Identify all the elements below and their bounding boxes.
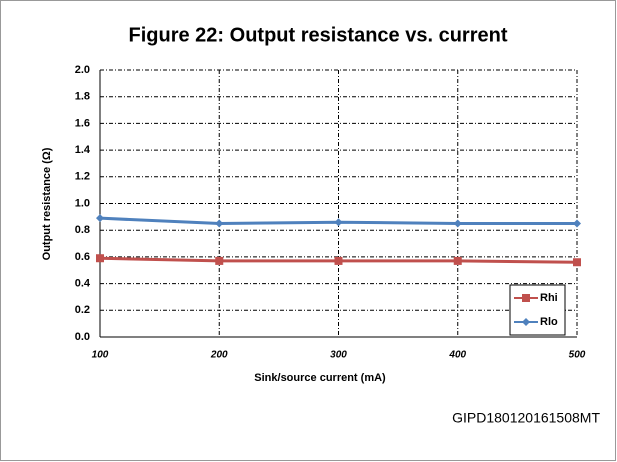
marker <box>215 219 224 228</box>
marker <box>334 256 343 265</box>
marker <box>96 214 104 223</box>
y-tick-label: 1.4 <box>75 144 91 156</box>
x-tick-label: 200 <box>210 350 228 361</box>
x-tick-label: 100 <box>92 350 109 361</box>
y-tick-label: 0.8 <box>75 224 90 236</box>
legend-marker <box>522 294 530 302</box>
x-tick-label: 300 <box>330 350 347 361</box>
marker <box>453 256 462 265</box>
marker <box>334 218 343 227</box>
y-tick-label: 1.6 <box>75 117 90 129</box>
marker <box>453 219 462 228</box>
y-tick-label: 1.2 <box>75 171 90 183</box>
marker <box>573 219 581 228</box>
legend-box <box>509 284 566 336</box>
y-tick-label: 1.0 <box>75 197 90 209</box>
y-axis-label: Output resistance (Ω) <box>41 147 53 260</box>
x-axis-label: Sink/source current (mA) <box>254 372 386 384</box>
chart-title: Figure 22: Output resistance vs. current <box>129 24 508 46</box>
watermark: GIPD180120161508MT <box>452 410 600 426</box>
legend-label: Rhi <box>540 292 558 304</box>
y-tick-label: 0.2 <box>75 304 90 316</box>
y-tick-label: 2.0 <box>75 64 90 76</box>
marker <box>215 256 224 265</box>
legend-symbol <box>522 294 530 302</box>
legend-marker <box>522 318 530 326</box>
x-tick-label: 500 <box>569 350 586 361</box>
marker <box>573 258 581 267</box>
y-tick-label: 0.0 <box>75 331 90 343</box>
x-tick-label: 400 <box>448 350 466 361</box>
marker <box>96 254 104 263</box>
legend-symbol <box>522 318 530 326</box>
legend-label: Rlo <box>540 316 558 328</box>
y-tick-label: 0.6 <box>75 251 90 263</box>
y-tick-label: 0.4 <box>75 278 91 290</box>
y-tick-label: 1.8 <box>75 91 90 103</box>
